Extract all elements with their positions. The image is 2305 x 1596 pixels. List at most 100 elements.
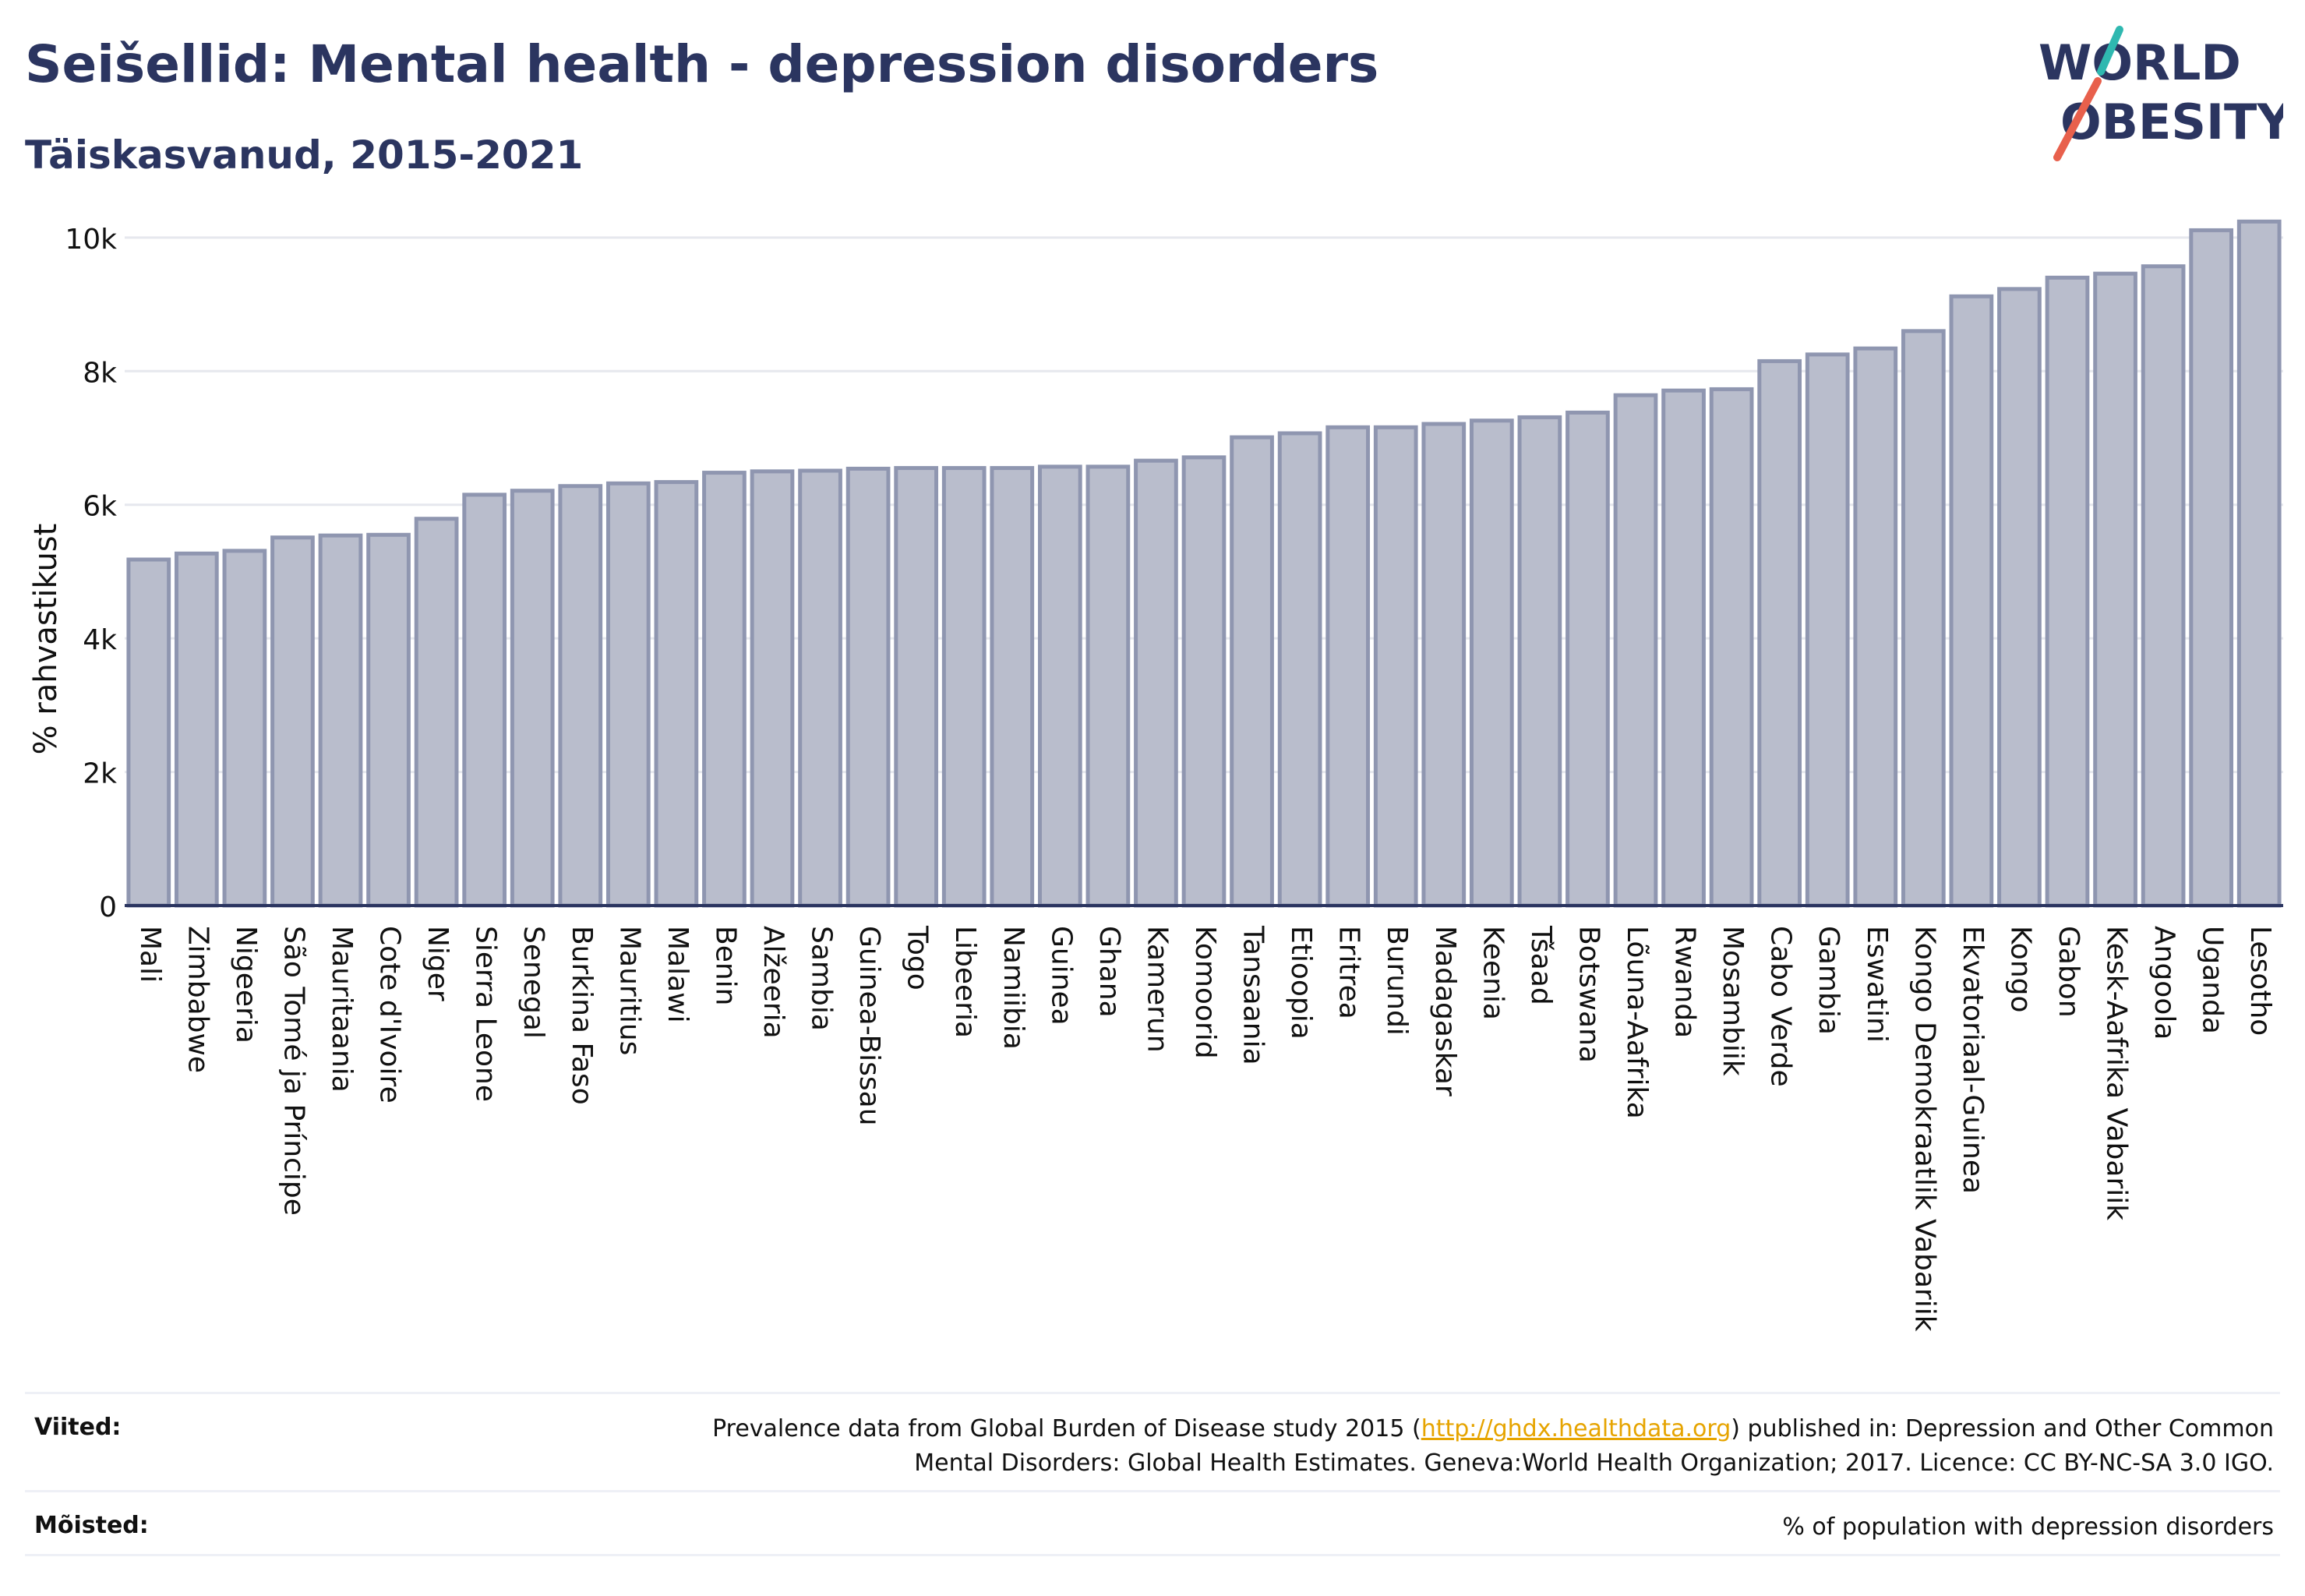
x-tick-label: Mosambiik bbox=[1717, 926, 1749, 1076]
bar bbox=[1757, 358, 1802, 908]
sources-text: Prevalence data from Global Burden of Di… bbox=[712, 1412, 2274, 1481]
x-tick-label: Keenia bbox=[1477, 926, 1509, 1020]
bar bbox=[2141, 264, 2186, 908]
y-tick-label: 4k bbox=[83, 624, 117, 656]
bar bbox=[990, 466, 1035, 908]
sources-text-before: Prevalence data from Global Burden of Di… bbox=[712, 1415, 1421, 1442]
bar bbox=[1134, 458, 1178, 908]
x-tick-label: Namiibia bbox=[997, 926, 1029, 1050]
bar bbox=[462, 493, 507, 908]
bar bbox=[845, 466, 891, 908]
bar bbox=[126, 557, 171, 908]
x-tick-label: Niger bbox=[422, 926, 454, 1001]
bar bbox=[654, 480, 699, 908]
x-tick-label: Tansaania bbox=[1237, 925, 1269, 1065]
bar-layer bbox=[126, 219, 2282, 908]
x-tick-label: Alžeeria bbox=[757, 926, 789, 1039]
x-tick-label: Cabo Verde bbox=[1765, 926, 1797, 1087]
logo-line2: OBESITY bbox=[2060, 94, 2283, 150]
x-tick-label: Burundi bbox=[1381, 926, 1413, 1036]
logo-line1: WORLD bbox=[2038, 34, 2241, 91]
bar bbox=[174, 551, 219, 908]
x-tick-label: Komoorid bbox=[1189, 926, 1221, 1059]
x-tick-label: Botswana bbox=[1573, 926, 1604, 1063]
x-tick-label: Eswatini bbox=[1861, 926, 1893, 1043]
x-tick-label: Mauritaania bbox=[326, 926, 358, 1093]
x-tick-label: Eritrea bbox=[1333, 926, 1365, 1019]
x-tick-label: Rwanda bbox=[1669, 926, 1701, 1038]
footer-divider-bottom bbox=[25, 1554, 2280, 1556]
sources-label: Viited: bbox=[34, 1414, 122, 1441]
x-tick-label: Libeeria bbox=[949, 926, 981, 1038]
y-tick-label: 6k bbox=[83, 491, 117, 523]
bar bbox=[1277, 431, 1322, 908]
x-tick-label: Kongo bbox=[2004, 926, 2036, 1013]
x-tick-label: Etioopia bbox=[1285, 926, 1317, 1040]
bar bbox=[605, 481, 651, 908]
bar bbox=[1949, 294, 1994, 908]
bar bbox=[1469, 418, 1514, 908]
definitions-text: % of population with depression disorder… bbox=[1782, 1513, 2274, 1541]
bar bbox=[1325, 425, 1371, 908]
x-tick-label: Benin bbox=[709, 926, 741, 1005]
x-tick-label: Kongo Demokraatlik Vabariik bbox=[1908, 926, 1940, 1332]
y-tick-label: 2k bbox=[83, 758, 117, 790]
bar bbox=[1373, 425, 1418, 908]
x-tick-label: Ghana bbox=[1093, 926, 1125, 1018]
x-tick-label: Guinea bbox=[1045, 926, 1077, 1026]
bar bbox=[1421, 422, 1467, 908]
bar bbox=[2093, 271, 2137, 908]
x-tick-label: Zimbabwe bbox=[182, 926, 214, 1073]
bar bbox=[798, 468, 842, 908]
y-tick-label: 8k bbox=[83, 357, 117, 389]
x-tick-label: Guinea-Bissau bbox=[853, 926, 885, 1126]
bar bbox=[1661, 388, 1706, 908]
chart-subtitle: Täiskasvanud, 2015-2021 bbox=[25, 132, 584, 178]
bar bbox=[1085, 464, 1131, 908]
x-tick-label: São Tomé ja Príncipe bbox=[277, 926, 309, 1216]
label-layer: 0 2k 4k 6k 8k 10k Mali Zimbabwe Nigeeria São Tomé… bbox=[65, 224, 2276, 1332]
bar bbox=[270, 535, 315, 908]
y-axis-label: % rahvastikust bbox=[28, 524, 64, 755]
logo-red-stroke bbox=[2053, 77, 2102, 161]
bar bbox=[318, 533, 363, 908]
bar bbox=[1230, 435, 1274, 908]
bar bbox=[222, 549, 267, 908]
bar bbox=[894, 466, 939, 908]
bar bbox=[1517, 415, 1562, 908]
bar bbox=[1901, 329, 1946, 908]
world-obesity-logo: WORLD OBESITY bbox=[2038, 26, 2283, 161]
y-tick-label: 10k bbox=[65, 224, 117, 256]
x-tick-label: Sambia bbox=[806, 926, 838, 1031]
x-tick-label: Kamerun bbox=[1141, 926, 1173, 1053]
bar bbox=[510, 489, 555, 908]
bar bbox=[941, 466, 987, 908]
x-tick-label: Angoola bbox=[2148, 926, 2180, 1040]
footer-divider-top bbox=[25, 1392, 2280, 1394]
bar bbox=[2236, 219, 2282, 908]
bar bbox=[1181, 455, 1227, 908]
x-tick-label: Lesotho bbox=[2244, 926, 2276, 1036]
bar bbox=[1997, 287, 2042, 908]
x-tick-label: Gabon bbox=[2053, 926, 2084, 1018]
bar-chart: 0 2k 4k 6k 8k 10k Mali Zimbabwe Nigeeria São Tomé… bbox=[28, 219, 2283, 1332]
x-tick-label: Malawi bbox=[662, 926, 694, 1023]
bar bbox=[1709, 387, 1754, 908]
x-tick-label: Ekvatoriaal-Guinea bbox=[1957, 926, 1989, 1194]
x-tick-label: Mali bbox=[134, 926, 166, 983]
sources-link[interactable]: http://ghdx.healthdata.org bbox=[1421, 1415, 1731, 1442]
x-tick-label: Uganda bbox=[2197, 926, 2229, 1034]
x-tick-label: Lõuna-Aafrika bbox=[1621, 926, 1653, 1119]
sources-text-after: ) published in: Depression and Other Com… bbox=[1731, 1415, 2274, 1442]
x-tick-label: Togo bbox=[902, 925, 934, 990]
x-tick-label: Madagaskar bbox=[1429, 926, 1461, 1096]
bar bbox=[2189, 228, 2234, 908]
bar bbox=[702, 471, 747, 908]
sources-text-line2: Mental Disorders: Global Health Estimate… bbox=[914, 1449, 2274, 1477]
bar bbox=[366, 532, 411, 908]
bar bbox=[1565, 410, 1610, 908]
x-tick-label: Burkina Faso bbox=[566, 926, 598, 1105]
footer-divider-middle bbox=[25, 1490, 2280, 1492]
x-tick-label: Mauritius bbox=[613, 926, 645, 1055]
bar bbox=[1805, 352, 1850, 908]
